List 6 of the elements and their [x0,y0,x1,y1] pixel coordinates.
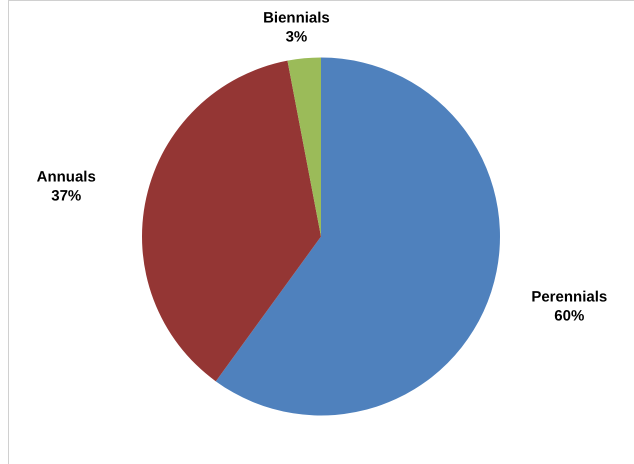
slice-label: Annuals [36,168,96,186]
data-label: 37% [51,188,82,205]
data-label: 60% [554,307,584,324]
data-label: 3% [286,28,308,46]
slice-label: Perennials [531,288,608,306]
slice-label: Biennials [263,10,330,27]
